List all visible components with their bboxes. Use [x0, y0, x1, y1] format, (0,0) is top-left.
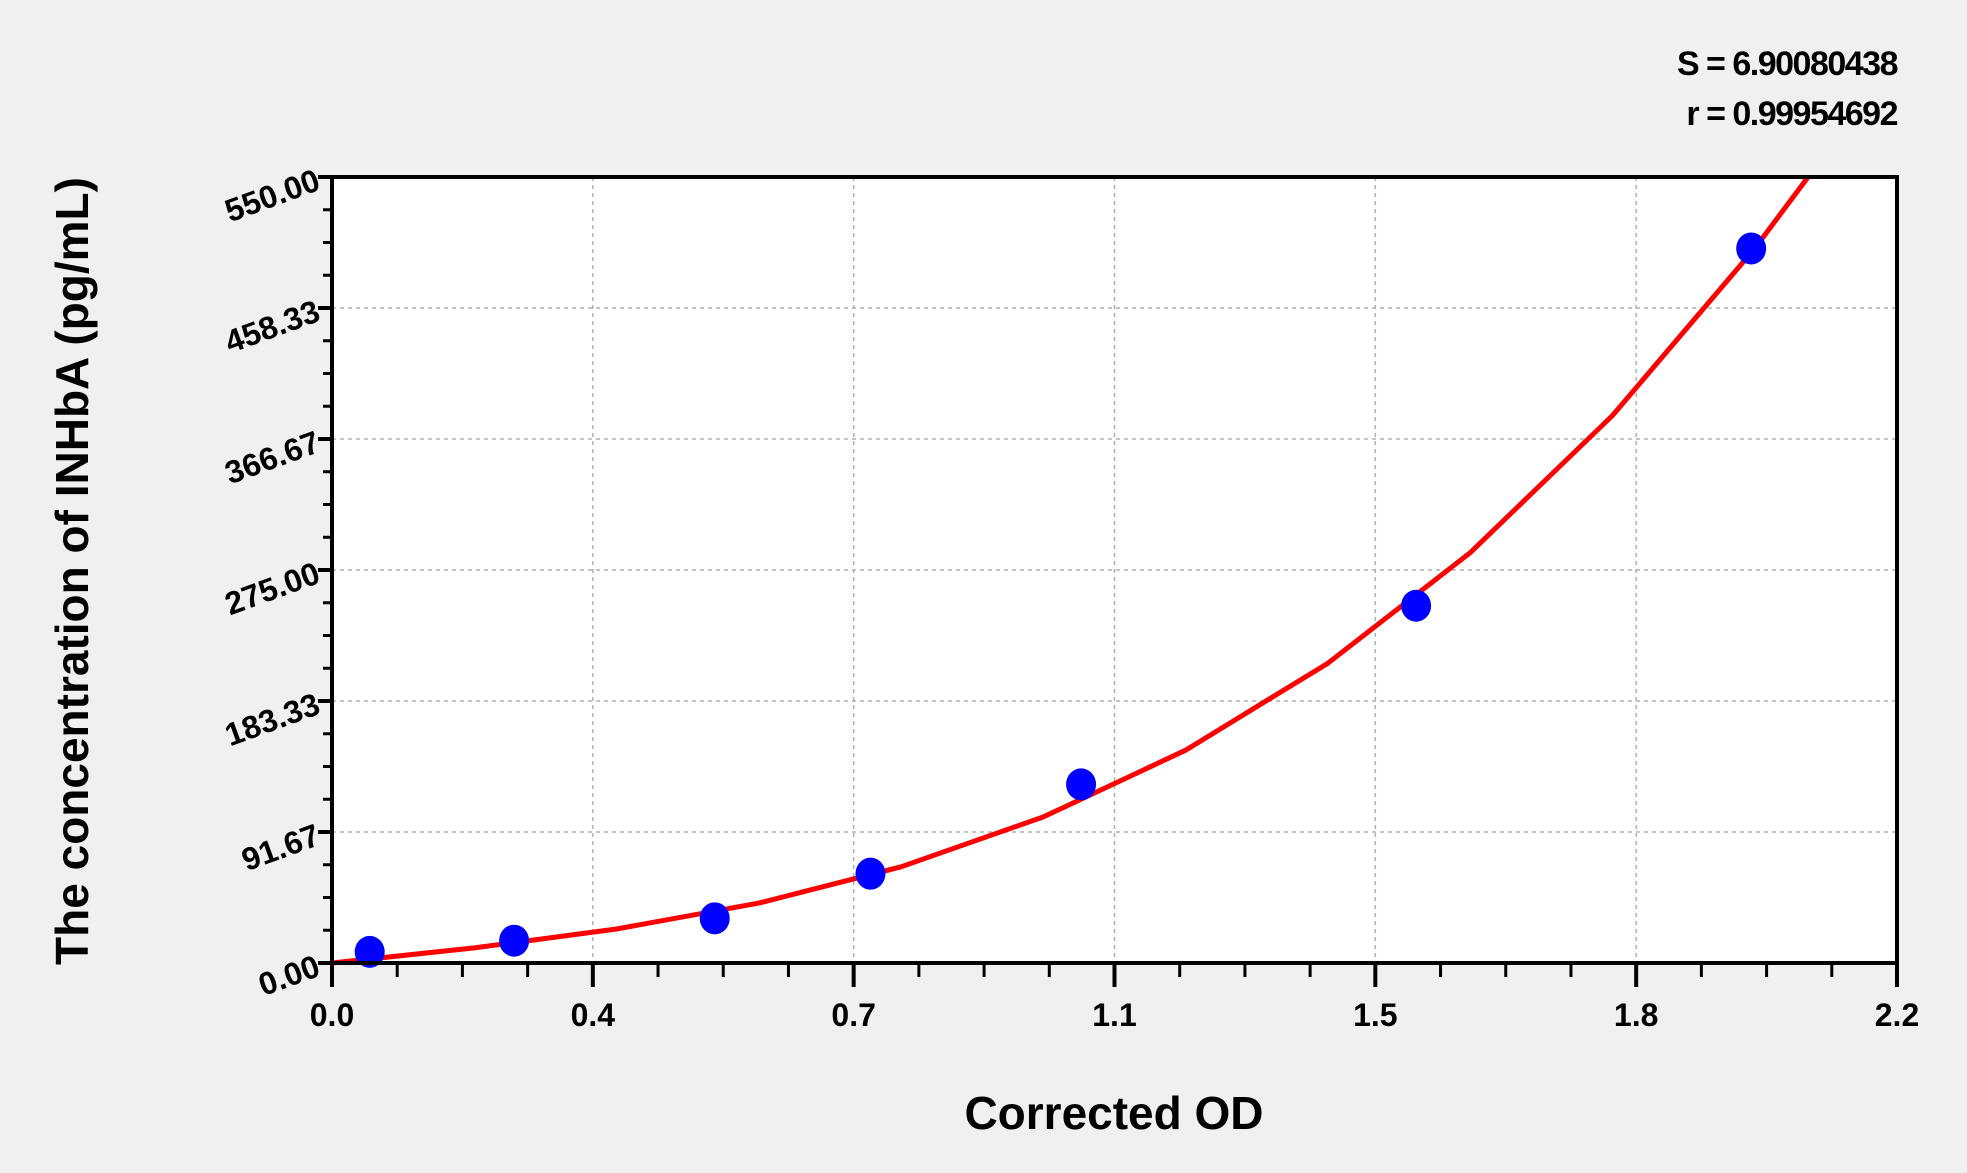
- y-tick-label: 91.67: [237, 817, 325, 878]
- y-tick-labels: 0.00 91.67 183.33 275.00 366.67 458.33 550.00: [220, 162, 324, 1003]
- data-point: [354, 935, 385, 968]
- data-point: [499, 924, 530, 957]
- x-tick-label: 1.5: [1353, 997, 1397, 1033]
- x-tick-label: 1.8: [1614, 997, 1658, 1033]
- x-tick-label: 0.7: [831, 997, 875, 1033]
- y-tick-label: 275.00: [220, 555, 324, 622]
- data-points: [354, 232, 1767, 968]
- x-tick-label: 0.0: [310, 997, 354, 1033]
- y-axis-title: The concentration of INHbA (pg/mL): [46, 177, 98, 965]
- data-point: [699, 902, 730, 935]
- stat-s: S = 6.90080438: [1677, 45, 1898, 83]
- x-tick-label: 0.4: [571, 997, 616, 1033]
- x-tick-label: 1.1: [1092, 997, 1136, 1033]
- y-tick-label: 366.67: [220, 424, 324, 491]
- x-tick-labels: 0.0 0.4 0.7 1.1 1.5 1.8 2.2: [310, 997, 1919, 1033]
- data-point: [1401, 589, 1432, 622]
- grid: [332, 177, 1897, 963]
- fit-curve: [331, 175, 1811, 966]
- data-point: [855, 857, 886, 890]
- y-tick-label: 550.00: [220, 162, 324, 229]
- y-tick-label: 183.33: [220, 686, 324, 753]
- data-point: [1066, 768, 1097, 801]
- stat-r: r = 0.99954692: [1686, 95, 1897, 133]
- x-tick-label: 2.2: [1875, 997, 1919, 1033]
- y-tick-label: 0.00: [254, 948, 325, 1003]
- y-tick-label: 458.33: [220, 293, 324, 360]
- x-axis-title: Corrected OD: [964, 1087, 1263, 1139]
- fit-curve-group: [331, 175, 1811, 966]
- data-point: [1736, 232, 1767, 265]
- plot-frame: [330, 175, 1899, 965]
